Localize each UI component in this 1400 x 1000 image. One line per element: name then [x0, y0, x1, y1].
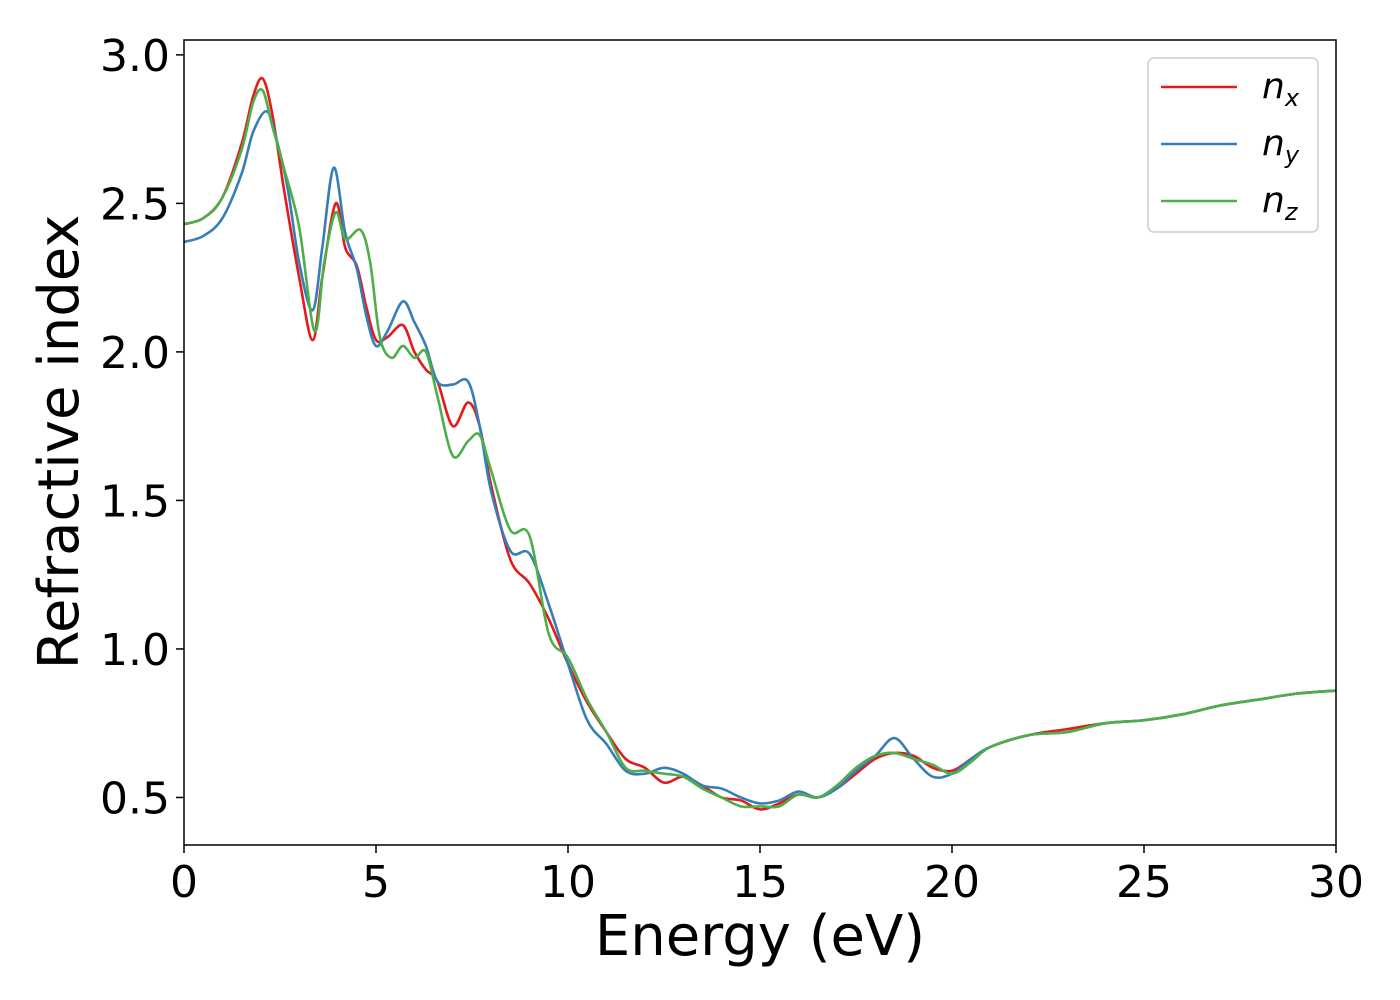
y-tick-label: 1.5 [100, 476, 170, 527]
series-layer [184, 76, 1336, 811]
series-line-nz [184, 88, 1336, 809]
x-tick-label: 15 [732, 857, 788, 908]
legend-label-nx: nx [1262, 66, 1300, 112]
y-tick-label: 2.5 [100, 179, 170, 230]
x-tick-label: 0 [170, 857, 198, 908]
legend-label-nz: nz [1262, 180, 1299, 226]
y-axis-title: Refractive index [27, 215, 92, 670]
x-tick-label: 25 [1116, 857, 1172, 908]
series-line-ny [184, 109, 1336, 805]
x-tick-label: 20 [924, 857, 980, 908]
y-axis-ticks: 0.5 1.0 1.5 2.0 2.5 3.0 [100, 31, 184, 824]
x-tick-label: 10 [540, 857, 596, 908]
y-tick-label: 0.5 [100, 773, 170, 824]
x-tick-label: 5 [362, 857, 390, 908]
x-axis-ticks: 0 5 10 15 20 25 30 [170, 845, 1364, 908]
x-tick-label: 30 [1308, 857, 1364, 908]
y-tick-label: 2.0 [100, 328, 170, 379]
legend: nx ny nz [1147, 57, 1319, 233]
legend-label-ny: ny [1262, 123, 1300, 169]
x-axis-title: Energy (eV) [595, 904, 925, 969]
y-tick-label: 1.0 [100, 625, 170, 676]
y-tick-label: 3.0 [100, 31, 170, 82]
